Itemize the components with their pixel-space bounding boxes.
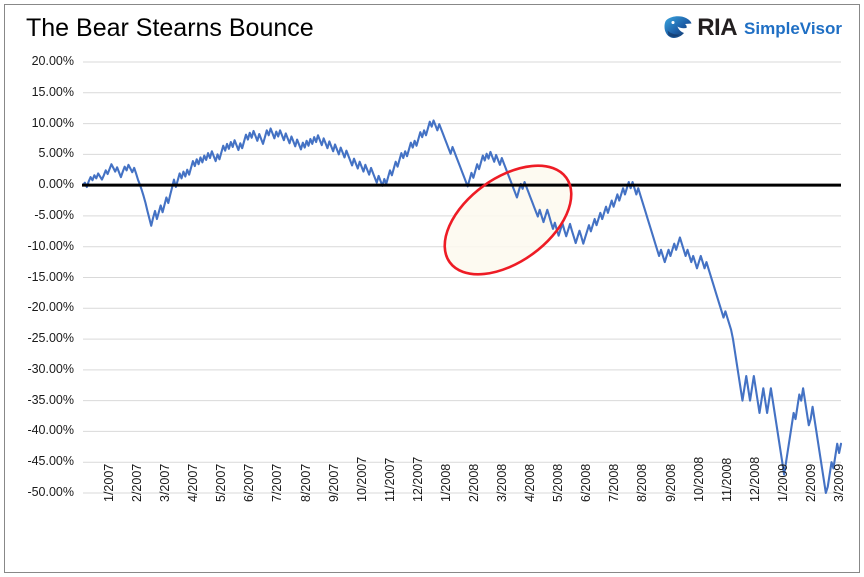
x-axis-tick-label: 9/2008 bbox=[663, 463, 678, 502]
brand-primary-text: RIA bbox=[697, 14, 738, 41]
y-axis-tick-label: -30.00% bbox=[27, 361, 74, 376]
y-axis-tick-label: -25.00% bbox=[27, 331, 74, 346]
y-axis-tick-label: -15.00% bbox=[27, 269, 74, 284]
series-line bbox=[81, 119, 843, 495]
y-axis-tick-label: 15.00% bbox=[31, 84, 74, 99]
x-axis-tick-label: 5/2007 bbox=[214, 463, 229, 502]
x-axis-tick-label: 2/2007 bbox=[130, 463, 145, 502]
gridlines bbox=[83, 61, 841, 494]
y-axis-tick-label: -40.00% bbox=[27, 423, 74, 438]
bear-stearns-bounce-highlight bbox=[443, 164, 573, 276]
y-axis-tick-label: 0.00% bbox=[38, 177, 74, 192]
eagle-head-icon bbox=[664, 16, 692, 38]
x-axis-tick-label: 12/2008 bbox=[747, 456, 762, 502]
y-axis-tick-label: -5.00% bbox=[34, 207, 74, 222]
x-axis-tick-label: 9/2007 bbox=[326, 463, 341, 502]
x-axis-tick-label: 8/2008 bbox=[635, 463, 650, 502]
x-axis-tick-label: 11/2008 bbox=[719, 457, 734, 502]
bear-stearns-bounce-highlight-fill bbox=[444, 165, 572, 275]
x-axis-tick-label: 2/2008 bbox=[467, 463, 481, 502]
x-axis-tick-label: 4/2008 bbox=[523, 463, 538, 502]
x-axis-tick-label: 7/2007 bbox=[270, 463, 285, 502]
y-axis-tick-label: -10.00% bbox=[27, 238, 74, 253]
x-axis-tick-label: 10/2007 bbox=[354, 456, 369, 502]
x-axis-tick-label: 6/2007 bbox=[242, 463, 257, 502]
x-axis-tick-label: 11/2007 bbox=[382, 457, 397, 502]
x-axis-tick-label: 1/2007 bbox=[102, 463, 117, 502]
x-axis-tick-label: 4/2007 bbox=[186, 463, 201, 502]
page-title: The Bear Stearns Bounce bbox=[26, 14, 314, 42]
y-axis-tick-label: -45.00% bbox=[27, 454, 74, 469]
x-axis-tick-label: 3/2007 bbox=[158, 463, 173, 502]
brand-logo: RIA SimpleVisor bbox=[663, 13, 842, 43]
x-axis-tick-label: 12/2007 bbox=[410, 456, 425, 502]
y-axis-tick-label: -50.00% bbox=[27, 485, 74, 499]
y-axis-tick-label: 20.00% bbox=[31, 54, 74, 68]
x-axis-tick-label: 5/2008 bbox=[551, 463, 566, 502]
x-axis-tick-label: 3/2008 bbox=[495, 463, 510, 502]
y-axis-tick-label: 5.00% bbox=[38, 146, 74, 161]
y-axis-tick-label: -35.00% bbox=[27, 392, 74, 407]
y-axis-tick-label: 10.00% bbox=[31, 115, 74, 130]
x-axis-tick-label: 1/2008 bbox=[438, 463, 453, 502]
x-axis-tick-label: 6/2008 bbox=[579, 463, 594, 502]
x-axis-tick-label: 1/2009 bbox=[775, 463, 790, 502]
annotation-ellipse-group bbox=[443, 164, 573, 276]
x-axis-tick-label: 10/2008 bbox=[691, 456, 706, 502]
x-axis-tick-label: 7/2008 bbox=[607, 463, 622, 502]
x-axis-tick-label: 3/2009 bbox=[831, 463, 846, 502]
x-axis-tick-label: 8/2007 bbox=[298, 463, 313, 502]
y-axis-tick-label: -20.00% bbox=[27, 300, 74, 315]
series-line-group bbox=[81, 119, 843, 495]
x-axis-tick-label: 2/2009 bbox=[803, 463, 818, 502]
brand-secondary-text: SimpleVisor bbox=[744, 18, 842, 38]
